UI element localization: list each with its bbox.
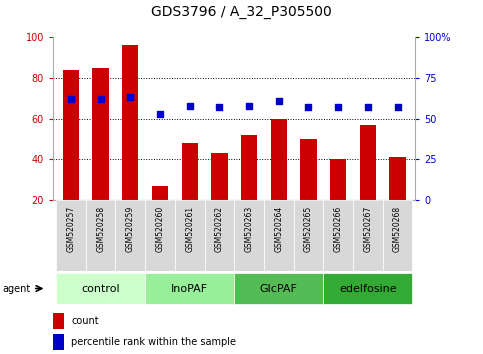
Bar (330, 159, 346, 200)
Text: percentile rank within the sample: percentile rank within the sample (71, 337, 236, 347)
Bar (241, 135, 257, 200)
Point (215, 104, 223, 110)
Bar (383, 200, 412, 271)
Bar (115, 200, 145, 271)
Bar (300, 139, 317, 200)
Point (305, 104, 313, 110)
Text: GlcPAF: GlcPAF (260, 284, 298, 293)
Text: GSM520260: GSM520260 (156, 206, 165, 252)
Bar (145, 273, 234, 304)
Point (275, 98, 283, 103)
Text: GSM520258: GSM520258 (96, 206, 105, 252)
Bar (122, 45, 139, 200)
Text: count: count (71, 316, 99, 326)
Bar (323, 273, 412, 304)
Bar (145, 200, 175, 271)
Text: GDS3796 / A_32_P305500: GDS3796 / A_32_P305500 (151, 5, 332, 19)
Text: GSM520262: GSM520262 (215, 206, 224, 252)
Point (97, 96, 104, 102)
Bar (182, 143, 198, 200)
Text: GSM520261: GSM520261 (185, 206, 194, 252)
Text: agent: agent (2, 284, 30, 293)
Bar (270, 119, 287, 200)
Text: InoPAF: InoPAF (171, 284, 208, 293)
Point (394, 104, 401, 110)
Text: edelfosine: edelfosine (339, 284, 397, 293)
Bar (323, 200, 353, 271)
Bar (86, 200, 115, 271)
Bar (360, 125, 376, 200)
Bar (152, 186, 168, 200)
Point (245, 103, 253, 108)
Text: GSM520259: GSM520259 (126, 206, 135, 252)
Point (186, 103, 194, 108)
Bar (234, 273, 323, 304)
Point (334, 104, 342, 110)
Text: GSM520257: GSM520257 (67, 206, 75, 252)
Bar (389, 157, 406, 200)
Bar (53, 334, 64, 350)
Point (67, 96, 75, 102)
Bar (353, 200, 383, 271)
Bar (92, 68, 109, 200)
Point (127, 95, 134, 100)
Bar (211, 153, 227, 200)
Text: control: control (81, 284, 120, 293)
Bar (63, 70, 79, 200)
Point (364, 104, 372, 110)
Text: GSM520266: GSM520266 (334, 206, 342, 252)
Bar (56, 273, 145, 304)
Bar (53, 313, 64, 329)
Bar (294, 200, 323, 271)
Point (156, 111, 164, 116)
Text: GSM520263: GSM520263 (244, 206, 254, 252)
Bar (234, 200, 264, 271)
Text: GSM520267: GSM520267 (363, 206, 372, 252)
Bar (205, 200, 234, 271)
Text: GSM520268: GSM520268 (393, 206, 402, 252)
Bar (264, 200, 294, 271)
Bar (175, 200, 205, 271)
Text: GSM520264: GSM520264 (274, 206, 284, 252)
Bar (56, 200, 86, 271)
Text: GSM520265: GSM520265 (304, 206, 313, 252)
